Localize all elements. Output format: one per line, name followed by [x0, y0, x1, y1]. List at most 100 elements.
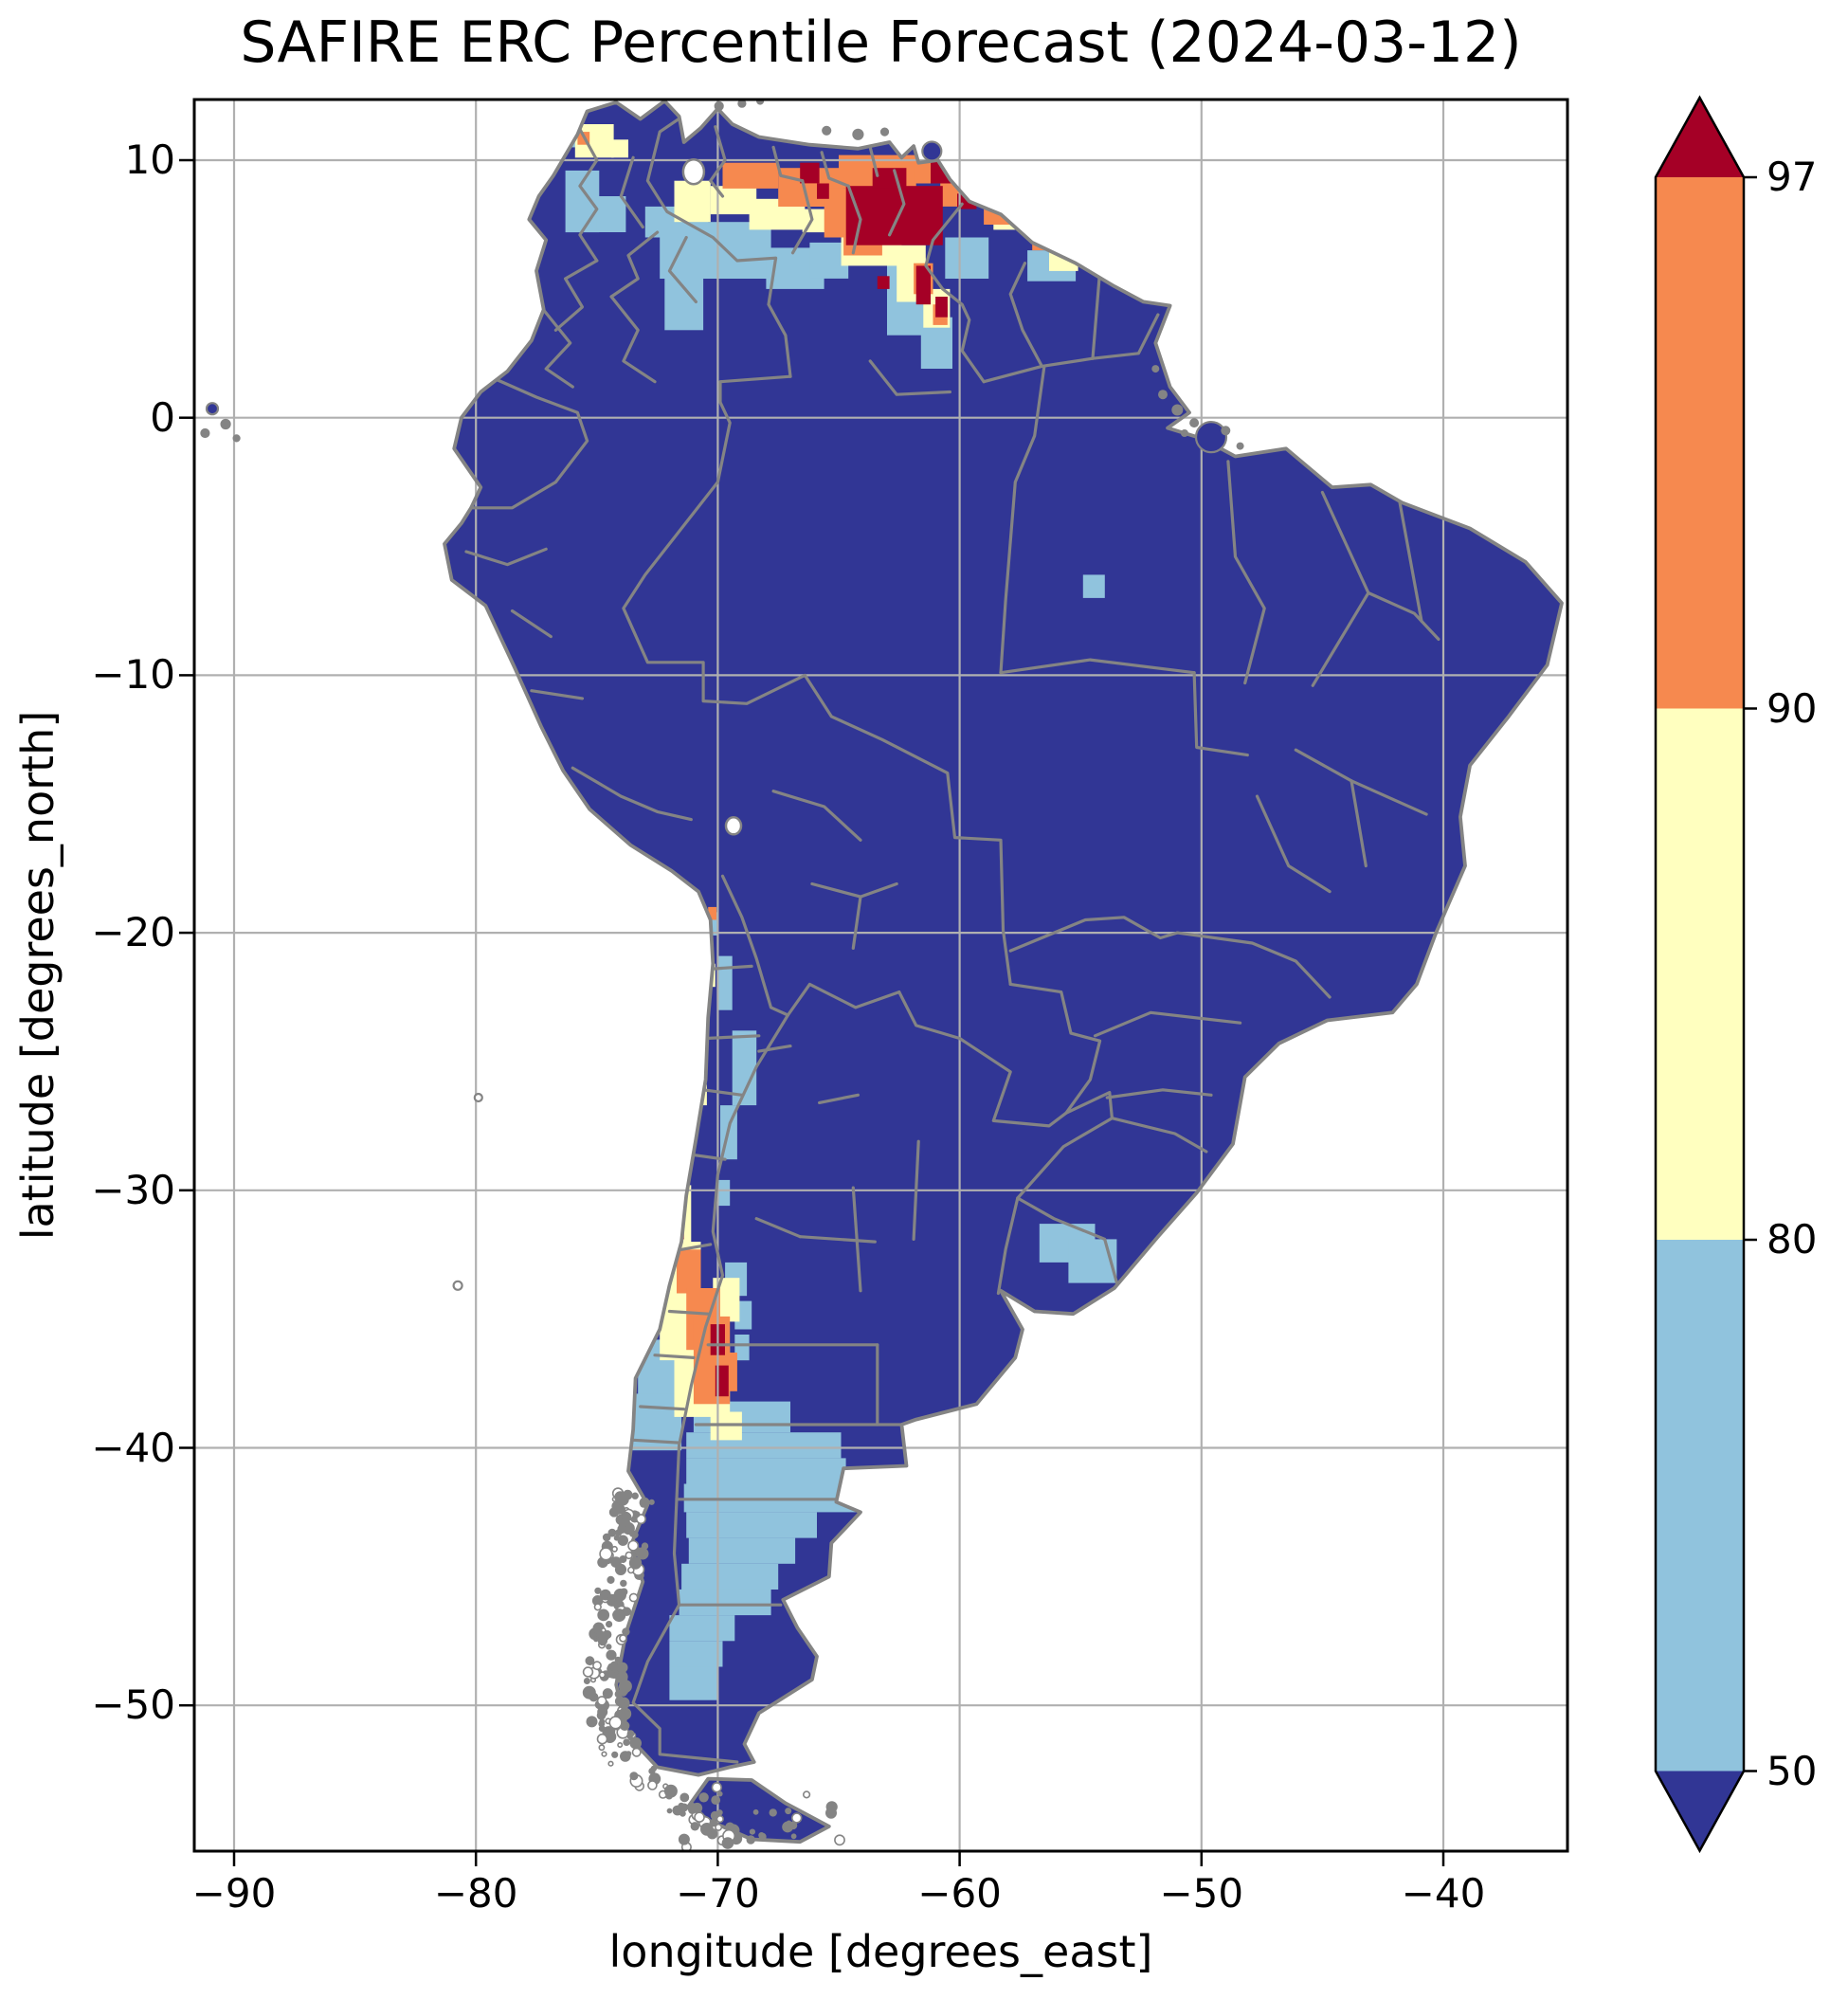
- fjord-islet: [790, 1833, 797, 1840]
- island: [737, 100, 747, 108]
- island: [205, 402, 220, 416]
- admin-border: [887, 169, 906, 237]
- fjord-islet: [715, 1823, 723, 1831]
- map-cell: [734, 1335, 750, 1361]
- fjord-coast-layer: [582, 365, 1244, 1851]
- admin-border: [622, 481, 1012, 987]
- fjord-islet: [700, 1823, 714, 1836]
- fjord-islet: [611, 1751, 619, 1758]
- map-cell: [679, 1589, 771, 1616]
- fjord-islet: [790, 1812, 803, 1824]
- admin-border: [709, 125, 727, 198]
- admin-border: [1105, 1088, 1213, 1099]
- island: [473, 1092, 483, 1103]
- x-tick-label: −50: [1159, 1870, 1244, 1917]
- admin-border: [798, 1235, 877, 1244]
- admin-border: [667, 1309, 710, 1316]
- admin-border: [999, 364, 1046, 675]
- fjord-islet: [614, 1529, 623, 1536]
- admin-border: [996, 1090, 1114, 1296]
- fjord-islet: [640, 1501, 646, 1508]
- map-cell: [800, 162, 820, 184]
- admin-border: [619, 155, 644, 229]
- fjord-islet: [614, 1656, 622, 1663]
- fjord-islet: [785, 1808, 792, 1815]
- estuary-islet: [1236, 442, 1244, 450]
- fjord-islet: [694, 1811, 705, 1823]
- fjord-islet: [613, 1535, 620, 1541]
- admin-border: [469, 377, 589, 510]
- y-tick-label: −30: [91, 1166, 175, 1213]
- map-cell: [596, 196, 626, 232]
- fjord-islet: [607, 1528, 617, 1537]
- admin-border: [771, 790, 862, 842]
- fjord-islet: [629, 1736, 643, 1750]
- fjord-islet: [782, 1821, 793, 1833]
- admin-border: [1175, 931, 1332, 999]
- fjord-islet: [599, 1547, 613, 1561]
- admin-border: [667, 235, 698, 303]
- estuary-islet: [1171, 404, 1184, 416]
- colorbar: [1654, 95, 1757, 1854]
- admin-border: [868, 145, 879, 177]
- fjord-islet: [592, 1661, 602, 1671]
- admin-border: [868, 359, 952, 396]
- fjord-islet: [617, 1535, 628, 1546]
- admin-border: [1091, 269, 1102, 360]
- admin-border: [817, 1093, 861, 1105]
- admin-border: [820, 151, 850, 188]
- fjord-islet: [606, 1644, 612, 1650]
- admin-border: [716, 374, 792, 484]
- fjord-islet: [716, 1809, 723, 1816]
- y-tick-label: −10: [91, 651, 175, 699]
- colorbar-extend-above: [1656, 98, 1744, 177]
- admin-border: [530, 689, 585, 700]
- fjord-islet: [615, 1696, 625, 1705]
- island: [232, 434, 241, 443]
- admin-border: [1192, 671, 1249, 757]
- fjord-islet: [602, 1533, 611, 1542]
- admin-border: [846, 184, 862, 255]
- map-cell: [660, 222, 771, 279]
- map-cell: [722, 162, 779, 189]
- fjord-islet: [666, 1808, 673, 1814]
- fjord-islet: [625, 1551, 633, 1560]
- island: [921, 140, 943, 162]
- fjord-islet: [598, 1671, 607, 1679]
- admin-border: [1255, 794, 1332, 894]
- fjord-islet: [599, 1589, 611, 1601]
- fjord-islet: [600, 1627, 607, 1633]
- fjord-islet: [752, 1808, 759, 1815]
- admin-border: [851, 1186, 862, 1293]
- y-tick-label: 10: [124, 136, 175, 183]
- fjord-islet: [620, 1579, 627, 1588]
- island: [200, 427, 210, 439]
- fjord-islet: [628, 1556, 643, 1570]
- fjord-islet: [598, 1744, 606, 1752]
- lake: [681, 157, 706, 186]
- fjord-islet: [631, 1492, 639, 1499]
- admin-border: [1398, 500, 1423, 623]
- admin-border: [639, 1405, 686, 1411]
- admin-border: [679, 1243, 713, 1251]
- fjord-islet: [711, 1795, 721, 1805]
- fjord-islet: [607, 1575, 615, 1584]
- map-cell: [686, 1458, 846, 1484]
- island: [822, 125, 832, 136]
- island: [220, 418, 231, 430]
- y-tick-label: −50: [91, 1681, 175, 1729]
- fjord-islet: [586, 1716, 598, 1728]
- map-cell: [1068, 1239, 1117, 1283]
- map-cell: [686, 1432, 842, 1459]
- map-cell: [669, 1615, 735, 1642]
- colorbar-tick-label: 50: [1766, 1747, 1818, 1794]
- island: [1194, 421, 1228, 454]
- fjord-islet: [711, 1782, 722, 1793]
- admin-border: [790, 179, 814, 255]
- island: [452, 1280, 463, 1291]
- admin-border: [786, 982, 901, 1017]
- fjord-islet: [679, 1803, 689, 1812]
- colorbar-tick-label: 97: [1766, 154, 1818, 200]
- admin-border: [539, 305, 574, 389]
- admin-border: [464, 547, 548, 567]
